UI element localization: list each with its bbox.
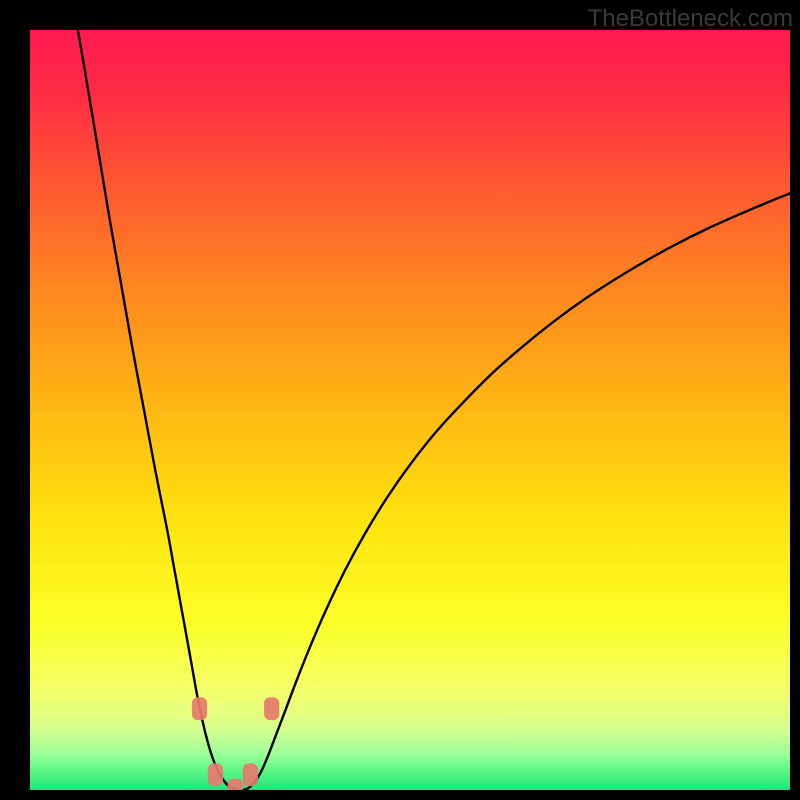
bottleneck-marker — [264, 697, 279, 720]
plot-svg — [30, 30, 790, 790]
bottleneck-marker — [208, 763, 223, 786]
bottleneck-marker — [192, 697, 207, 720]
watermark-text: TheBottleneck.com — [588, 5, 793, 33]
plot-area — [30, 30, 790, 790]
bottleneck-marker — [243, 763, 258, 786]
chart-root: TheBottleneck.com — [0, 0, 800, 800]
bottleneck-marker — [228, 779, 243, 790]
